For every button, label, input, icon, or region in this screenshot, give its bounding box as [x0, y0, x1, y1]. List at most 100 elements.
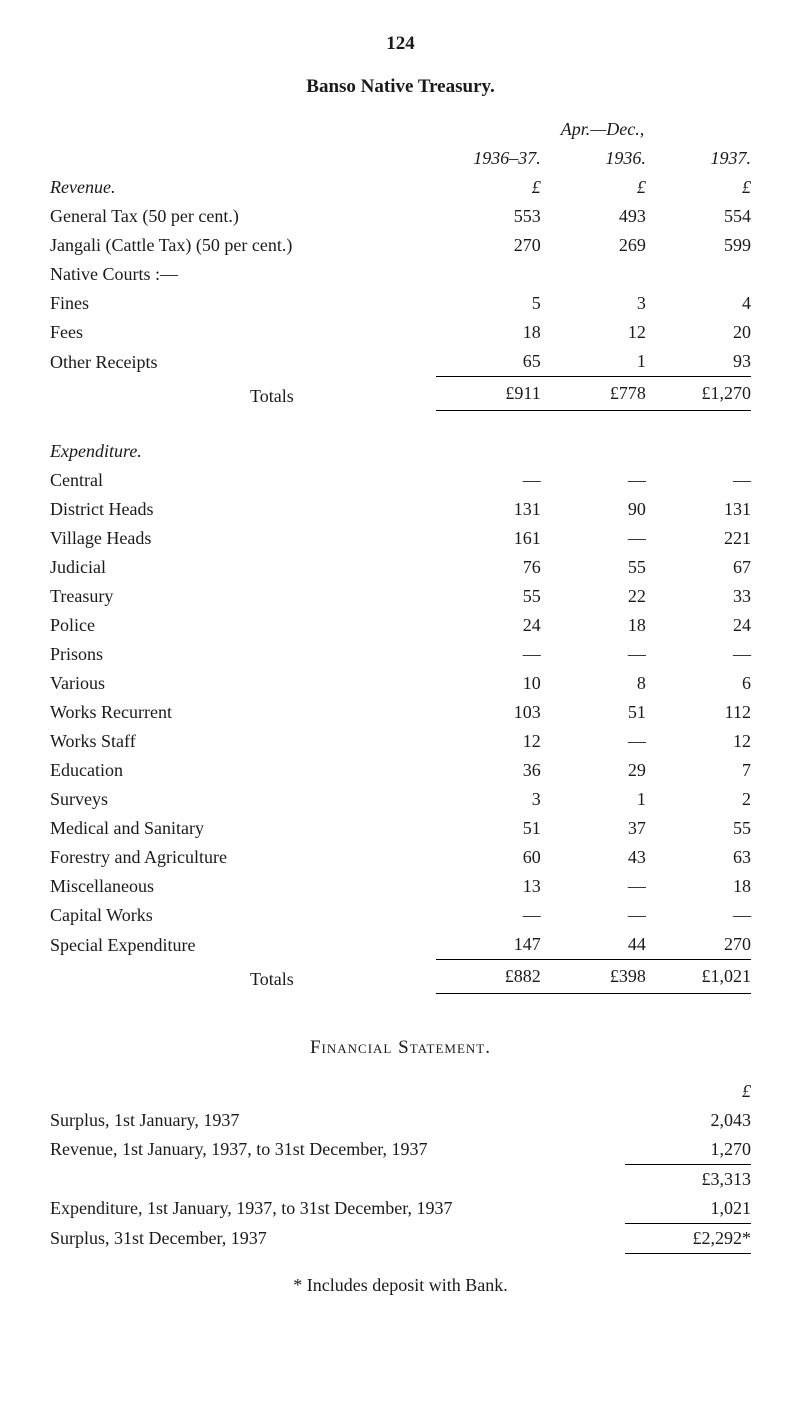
cell: 8	[541, 669, 646, 698]
row-label: Works Recurrent	[50, 699, 184, 726]
row-label: Medical and Sanitary	[50, 815, 216, 842]
cell: 43	[541, 843, 646, 872]
cell: —	[646, 466, 751, 495]
cell: 76	[436, 553, 541, 582]
cell: 90	[541, 495, 646, 524]
row-label: General Tax (50 per cent.)	[50, 203, 251, 230]
expenditure-heading: Expenditure.	[50, 437, 436, 466]
cell: 13	[436, 872, 541, 901]
row-label: Various	[50, 670, 117, 697]
table-row: Works Recurrent10351112	[50, 698, 751, 727]
col-c-year: 1937.	[646, 144, 751, 173]
expenditure-totals-row: Totals £882 £398 £1,021	[50, 960, 751, 994]
cell: 7	[646, 756, 751, 785]
cell: 37	[541, 814, 646, 843]
cell: 24	[646, 611, 751, 640]
row-label: Fines	[50, 290, 101, 317]
table-row: Expenditure, 1st January, 1937, to 31st …	[50, 1194, 751, 1224]
table-row: Native Courts :—	[50, 260, 751, 289]
totals-label: Totals	[250, 383, 306, 410]
cell: 103	[436, 698, 541, 727]
table-row: Other Receipts 65 1 93	[50, 347, 751, 377]
table-row: Central———	[50, 466, 751, 495]
cell: 55	[436, 582, 541, 611]
cell: 161	[436, 524, 541, 553]
cell: 36	[436, 756, 541, 785]
treasury-table: Apr.—Dec., 1936–37. 1936. 1937. Revenue.…	[50, 115, 751, 994]
row-label: Special Expenditure	[50, 932, 207, 959]
col-b-year: 1936.	[541, 144, 646, 173]
totals-label: Totals	[250, 966, 306, 993]
unit-a: £	[436, 173, 541, 202]
cell: 2	[646, 785, 751, 814]
cell: 599	[646, 231, 751, 260]
row-label: Judicial	[50, 554, 118, 581]
row-label: Expenditure, 1st January, 1937, to 31st …	[50, 1195, 465, 1222]
cell: 51	[541, 698, 646, 727]
cell: 20	[646, 318, 751, 347]
table-row: Capital Works———	[50, 901, 751, 930]
period-header: Apr.—Dec.,	[541, 115, 751, 144]
table-row: Miscellaneous13—18	[50, 872, 751, 901]
row-label: Police	[50, 612, 107, 639]
table-row: Police241824	[50, 611, 751, 640]
cell: —	[646, 640, 751, 669]
cell: —	[541, 727, 646, 756]
page-title: Banso Native Treasury.	[50, 73, 751, 102]
unit-b: £	[541, 173, 646, 202]
footnote: * Includes deposit with Bank.	[50, 1272, 751, 1299]
native-courts-label: Native Courts :—	[50, 260, 436, 289]
cell: 12	[646, 727, 751, 756]
cell: 93	[646, 347, 751, 377]
table-row: Education 36297	[50, 756, 751, 785]
row-label: Education	[50, 757, 135, 784]
cell: £778	[541, 377, 646, 411]
cell: 1	[541, 347, 646, 377]
cell: —	[541, 466, 646, 495]
table-row: Jangali (Cattle Tax) (50 per cent.) 270 …	[50, 231, 751, 260]
cell: 12	[541, 318, 646, 347]
table-row: Special Expenditure14744270	[50, 930, 751, 960]
cell: £882	[436, 960, 541, 994]
cell: 51	[436, 814, 541, 843]
table-row: Forestry and Agriculture604363	[50, 843, 751, 872]
cell: 60	[436, 843, 541, 872]
row-label: Fees	[50, 319, 95, 346]
table-row: General Tax (50 per cent.) 553 493 554	[50, 202, 751, 231]
table-row: District Heads13190131	[50, 495, 751, 524]
cell: 147	[436, 930, 541, 960]
cell: 3	[541, 289, 646, 318]
table-row: Fees 18 12 20	[50, 318, 751, 347]
table-row: Prisons———	[50, 640, 751, 669]
col-a-year: 1936–37.	[436, 144, 541, 173]
cell: 269	[541, 231, 646, 260]
table-row: Surplus, 1st January, 1937 2,043	[50, 1106, 751, 1135]
cell: 5	[436, 289, 541, 318]
cell: 3	[436, 785, 541, 814]
cell: £3,313	[625, 1164, 751, 1194]
table-row: Revenue, 1st January, 1937, to 31st Dece…	[50, 1135, 751, 1165]
surplus-row: Surplus, 31st December, 1937 £2,292*	[50, 1223, 751, 1253]
row-label: Revenue, 1st January, 1937, to 31st Dece…	[50, 1136, 440, 1163]
cell: —	[436, 640, 541, 669]
cell: —	[646, 901, 751, 930]
cell: £1,021	[646, 960, 751, 994]
cell: 22	[541, 582, 646, 611]
cell: —	[541, 901, 646, 930]
unit: £	[625, 1077, 751, 1106]
page-number: 124	[50, 30, 751, 59]
row-label: Surplus, 1st January, 1937	[50, 1107, 251, 1134]
cell: 10	[436, 669, 541, 698]
cell: 553	[436, 202, 541, 231]
cell: —	[541, 640, 646, 669]
cell: 18	[436, 318, 541, 347]
cell: 33	[646, 582, 751, 611]
row-label: Prisons	[50, 641, 115, 668]
cell: 6	[646, 669, 751, 698]
cell: 1,270	[625, 1135, 751, 1165]
table-row: Works Staff12—12	[50, 727, 751, 756]
row-label: Village Heads	[50, 525, 163, 552]
cell: 131	[646, 495, 751, 524]
cell: 29	[541, 756, 646, 785]
cell: 131	[436, 495, 541, 524]
